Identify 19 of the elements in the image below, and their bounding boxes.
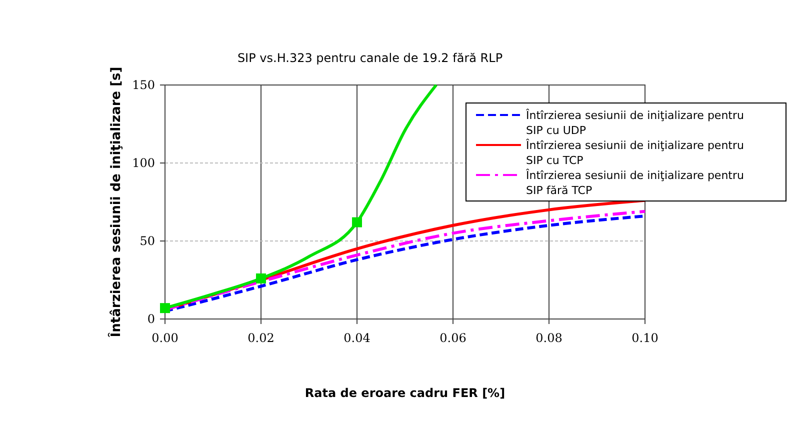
x-tick-label: 0.08 [536,331,562,345]
x-axis-title: Rata de eroare cadru FER [%] [304,386,506,400]
x-tick-label: 0.10 [632,331,658,345]
y-tick-label: 150 [132,78,155,92]
legend-label: Întîrzierea sesiunii de iniţializare pentru SIP fără TCP [525,168,744,197]
chart-title: SIP vs.H.323 pentru canale de 19.2 fără RLP [237,51,503,65]
y-tick-label: 0 [147,312,155,326]
legend-label: Întîrzierea sesiunii de iniţializare pentru SIP cu TCP [525,138,744,167]
point [160,303,170,314]
x-tick-label: 0.06 [440,331,466,345]
x-tick-label: 0.02 [248,331,274,345]
point [256,273,266,284]
point [352,217,362,228]
y-axis-title: Întârzierea sesiunii de iniţializare [s] [107,66,124,338]
x-tick-label: 0.04 [344,331,371,345]
legend-label: Întîrzierea sesiunii de iniţializare pentru SIP cu UDP [525,108,744,137]
x-tick-label: 0.00 [152,331,178,345]
y-tick-label: 100 [132,156,155,170]
y-tick-label: 50 [140,234,155,248]
